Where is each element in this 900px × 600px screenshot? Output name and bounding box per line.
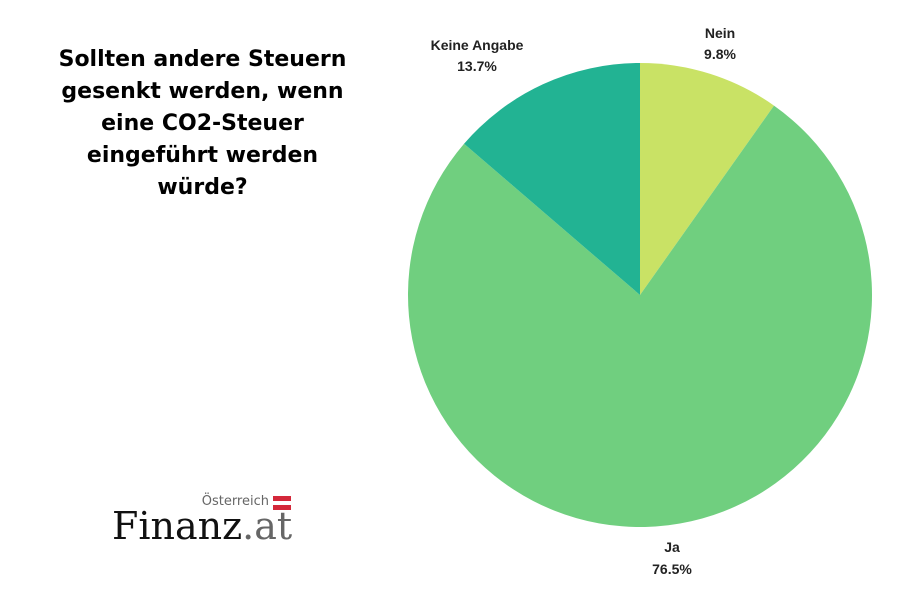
slice-value-nein: 9.8% — [704, 46, 736, 62]
pie-slice-nein — [640, 63, 774, 295]
pie-slice-ja — [407, 105, 872, 528]
slice-value-keine-angabe: 13.7% — [457, 58, 497, 74]
logo-wordmark: Finanz.at — [112, 504, 292, 548]
flag-stripe-bottom — [273, 505, 291, 511]
slice-label-ja: Ja — [664, 539, 680, 555]
chart-title: Sollten andere Steuern gesenkt werden, w… — [58, 47, 347, 200]
slice-label-nein: Nein — [705, 25, 735, 41]
flag-stripe-middle — [273, 500, 291, 506]
finanz-at-logo: Österreich Finanz.at — [112, 492, 297, 550]
logo-wordmark-suffix: .at — [242, 504, 293, 548]
slice-label-keine-angabe: Keine Angabe — [431, 37, 524, 53]
logo-wordmark-main: Finanz — [112, 504, 243, 548]
austria-flag-icon — [273, 496, 291, 511]
pie-slice-keine-angabe — [464, 63, 640, 295]
flag-stripe-top — [273, 496, 291, 501]
slice-value-ja: 76.5% — [652, 561, 692, 577]
pie-slices — [407, 63, 872, 528]
slice-labels: Nein 9.8% Ja 76.5% Keine Angabe 13.7% — [431, 25, 737, 577]
logo-country-label: Österreich — [201, 494, 269, 509]
